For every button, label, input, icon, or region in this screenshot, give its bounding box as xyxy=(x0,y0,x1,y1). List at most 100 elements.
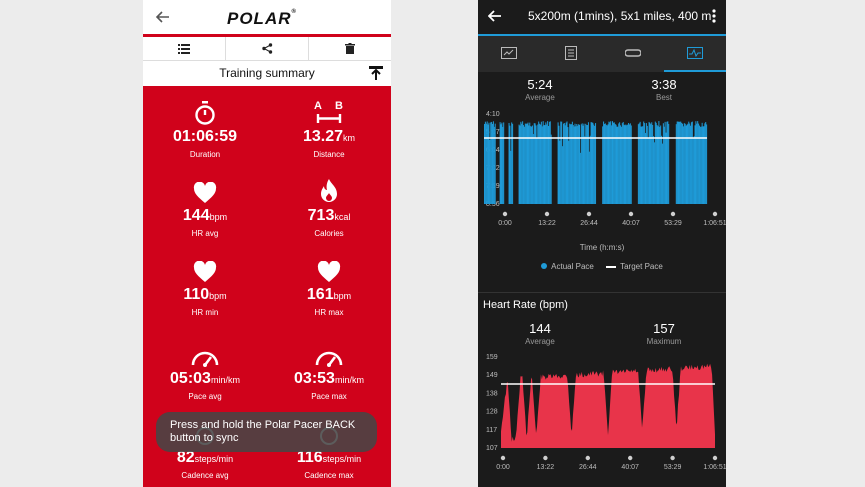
x-tick-label: 0:00 xyxy=(496,464,510,471)
pace-bar xyxy=(688,121,690,204)
legend-actual-dot xyxy=(541,263,548,269)
pace-bar xyxy=(510,150,512,204)
x-tick-label: 40:07 xyxy=(622,220,640,227)
x-tick-label: 53:29 xyxy=(664,220,682,227)
metric-value: 82steps/min xyxy=(143,449,267,468)
metric-unit: bpm xyxy=(209,291,227,301)
pace-bar xyxy=(492,123,494,204)
pace-bar xyxy=(643,121,645,204)
pace-bar xyxy=(689,123,691,204)
pace-bar xyxy=(627,124,629,204)
pace-bar xyxy=(647,138,649,204)
delete-tab[interactable] xyxy=(309,37,391,60)
hr-max-stat: 157 Maximum xyxy=(624,321,704,346)
pace-bar xyxy=(586,124,588,204)
metric-calories: 713kcal Calories xyxy=(267,176,391,238)
pace-bar xyxy=(539,124,541,204)
tab-stats[interactable] xyxy=(478,36,540,72)
pace-bar xyxy=(491,121,493,204)
polar-toolbar xyxy=(143,37,391,61)
pace-bar xyxy=(662,123,664,204)
document-icon xyxy=(565,46,577,60)
pace-bar xyxy=(573,126,575,204)
x-tick-label: 13:22 xyxy=(537,464,555,471)
pace-bar xyxy=(525,123,527,204)
pace-bar xyxy=(519,125,521,204)
pace-bar xyxy=(641,126,643,204)
metric-label: HR avg xyxy=(191,229,219,238)
pace-bar xyxy=(613,122,615,204)
pace-bar xyxy=(615,124,617,204)
y-tick-label: 159 xyxy=(486,354,498,361)
pace-bar xyxy=(661,143,663,204)
back-arrow-icon[interactable] xyxy=(155,9,171,25)
pace-bar xyxy=(508,122,510,204)
pace-bar xyxy=(499,122,501,204)
pace-bar xyxy=(658,121,660,204)
x-tick-dot xyxy=(502,211,508,217)
pace-bar xyxy=(595,123,597,204)
pace-bar xyxy=(578,124,581,204)
stats-icon xyxy=(501,47,517,59)
back-arrow-icon[interactable] xyxy=(488,9,502,23)
pace-bar xyxy=(663,126,665,204)
metric-value: 01:06:59 xyxy=(143,128,267,147)
pace-bar xyxy=(701,122,703,204)
pin-icon[interactable] xyxy=(369,66,383,80)
pace-bar xyxy=(625,124,627,204)
y-tick-label: 8:56 xyxy=(486,201,500,208)
y-tick-label: 4:10 xyxy=(486,111,500,118)
y-tick-label: 138 xyxy=(486,390,498,397)
pace-average-value: 5:24 xyxy=(527,77,553,92)
pace-bar xyxy=(580,124,582,204)
pace-bar xyxy=(581,123,583,204)
pace-bar xyxy=(677,121,679,204)
x-tick-label: 0:00 xyxy=(498,220,512,227)
pace-bar xyxy=(693,136,695,204)
pace-bar xyxy=(492,121,494,204)
pace-bar xyxy=(593,124,595,204)
pace-bar xyxy=(487,124,489,204)
pace-bar xyxy=(698,125,700,204)
pace-bar xyxy=(550,134,552,204)
pace-bar xyxy=(705,122,707,204)
pace-bar xyxy=(700,126,702,204)
svg-text:A: A xyxy=(314,100,322,112)
y-tick-label: 117 xyxy=(486,427,497,434)
pace-bar xyxy=(503,122,505,204)
metric-unit: min/km xyxy=(210,375,240,385)
pace-bar xyxy=(650,124,652,204)
pace-bar xyxy=(682,123,684,204)
x-tick-dot xyxy=(712,455,718,461)
pace-bar xyxy=(611,125,613,204)
tab-laps[interactable] xyxy=(602,36,664,72)
pace-bar xyxy=(667,121,669,204)
pace-bar xyxy=(681,122,683,204)
tab-details[interactable] xyxy=(540,36,602,72)
metric-label: Cadence max xyxy=(304,471,354,480)
metric-number: 110 xyxy=(183,286,210,303)
metric-unit: kcal xyxy=(334,212,351,222)
pace-bar xyxy=(530,126,532,204)
pace-bar xyxy=(539,123,541,204)
pace-bar xyxy=(570,124,572,204)
pace-bar xyxy=(562,146,564,204)
pace-bar xyxy=(605,124,607,204)
list-tab[interactable] xyxy=(143,37,226,60)
pace-bar xyxy=(589,135,591,204)
share-tab[interactable] xyxy=(226,37,309,60)
accent-divider xyxy=(143,34,391,37)
pace-bar xyxy=(511,122,513,204)
metric-label: Cadence avg xyxy=(181,471,229,480)
more-options-icon[interactable] xyxy=(712,9,716,23)
pace-bar xyxy=(548,125,550,204)
hr-average-value: 144 xyxy=(529,321,551,336)
pace-bar xyxy=(532,134,534,204)
x-tick-dot xyxy=(544,211,550,217)
pace-bar xyxy=(548,121,550,204)
tab-charts[interactable] xyxy=(664,36,726,72)
metric-hr-min: 110bpm HR min xyxy=(143,255,267,317)
pace-bar xyxy=(651,122,653,204)
pace-bar xyxy=(640,126,642,204)
